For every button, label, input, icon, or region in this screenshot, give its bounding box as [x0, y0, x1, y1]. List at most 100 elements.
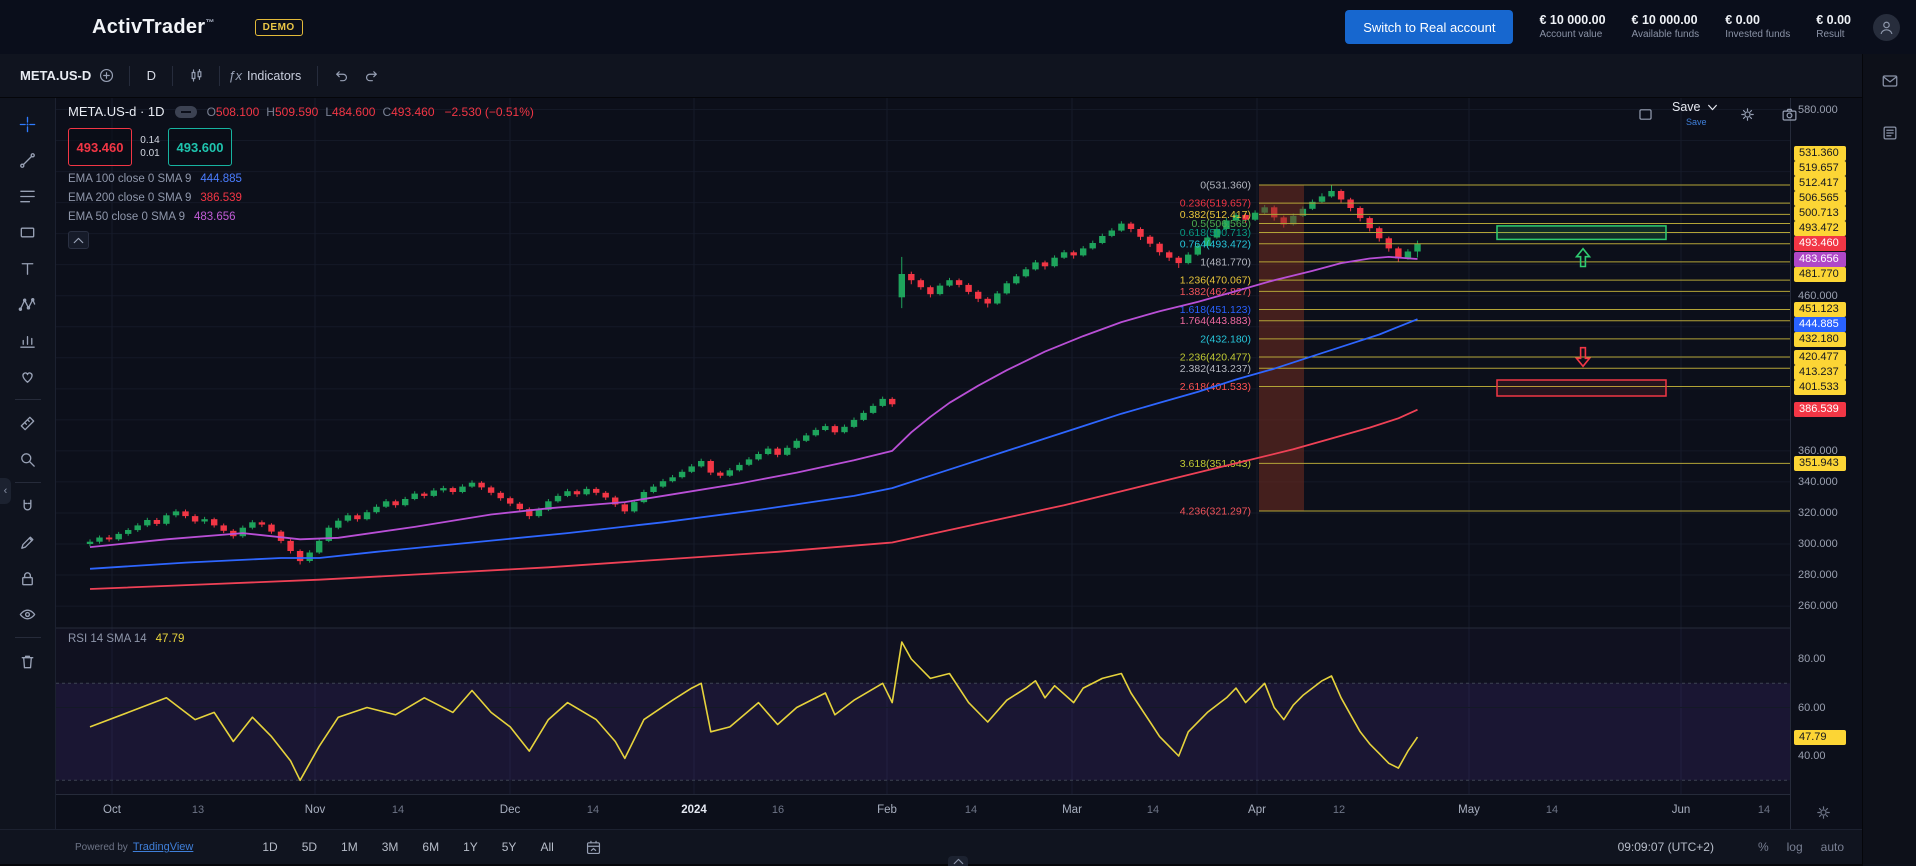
indicator-row-0[interactable]: EMA 100 close 0 SMA 9 444.885: [68, 173, 242, 185]
price-axis-label: 360.000: [1798, 444, 1838, 457]
chart-pane[interactable]: 0(531.360) 0.236(519.657) 0.382(512.417) 0.…: [56, 98, 1790, 794]
buy-button[interactable]: 493.600: [168, 128, 232, 166]
symbol-label[interactable]: META.US-D: [20, 68, 92, 83]
axis-settings-gear-icon[interactable]: [1815, 804, 1832, 821]
trade-widget: 493.460 0.14 0.01 493.600: [68, 128, 534, 166]
range-1D[interactable]: 1D: [262, 840, 278, 854]
rsi-value-badge: 47.79: [1794, 729, 1846, 745]
stat-label: Account value: [1539, 28, 1603, 40]
percent-scale-button[interactable]: %: [1757, 840, 1769, 854]
price-axis-label: 580.000: [1798, 103, 1838, 116]
right-panel-strip: [1862, 54, 1916, 866]
price-axis-label: 340.000: [1798, 475, 1838, 488]
tool-zoom[interactable]: [10, 441, 46, 477]
indicator-row-2[interactable]: EMA 50 close 0 SMA 9 483.656: [68, 211, 236, 223]
candlestick-chart[interactable]: 0(531.360)0.236(519.657)0.382(512.417)0.…: [56, 98, 1790, 794]
time-label-14: 14: [391, 804, 405, 816]
range-1M[interactable]: 1M: [341, 840, 358, 854]
tool-draw[interactable]: [10, 524, 46, 560]
redo-button[interactable]: [356, 61, 386, 91]
tool-fib-retracement[interactable]: [10, 178, 46, 214]
log-scale-button[interactable]: log: [1786, 840, 1803, 854]
tool-trend-line[interactable]: [10, 142, 46, 178]
chart-settings-button[interactable]: [1733, 99, 1763, 129]
rsi-legend: RSI 14 SMA 14 47.79: [68, 633, 185, 645]
auto-scale-button[interactable]: auto: [1820, 840, 1844, 854]
tool-shapes[interactable]: [10, 214, 46, 250]
legend-collapse-button[interactable]: [68, 231, 89, 249]
ohlc-values: O508.100 H509.590 L484.600 C493.460: [207, 105, 435, 119]
range-6M[interactable]: 6M: [422, 840, 440, 854]
app-logo: ActivTrader™: [92, 15, 215, 38]
ema-100-line: [89, 318, 1418, 570]
price-badge-493.472: 493.472: [1794, 221, 1846, 237]
tool-remove-all[interactable]: [10, 643, 46, 679]
indicators-button[interactable]: Indicators: [247, 68, 302, 83]
drawing-arrow-down[interactable]: [1574, 346, 1592, 368]
switch-to-real-account-button[interactable]: Switch to Real account: [1345, 10, 1514, 44]
tool-text[interactable]: [10, 250, 46, 286]
drawing-arrow-up[interactable]: [1574, 247, 1592, 268]
ema-50-line: [89, 255, 1418, 548]
stat-label: Result: [1816, 28, 1845, 40]
chart-controls: Save Save: [1630, 99, 1805, 129]
legend-symbol-title[interactable]: META.US-d · 1D: [68, 104, 165, 119]
sell-button[interactable]: 493.460: [68, 128, 132, 166]
mail-icon[interactable]: [1873, 64, 1907, 98]
tool-crosshair[interactable]: [10, 106, 46, 142]
rsi-value: 47.79: [155, 633, 185, 645]
svg-text:1.236(470.067): 1.236(470.067): [1180, 275, 1251, 287]
spread-display: 0.14 0.01: [140, 135, 160, 159]
time-label-14: 14: [1757, 804, 1771, 816]
tradingview-link[interactable]: TradingView: [132, 841, 194, 853]
time-label-14: 14: [1146, 804, 1160, 816]
time-label-14: 14: [586, 804, 600, 816]
fib-retracement-drawing[interactable]: 0(531.360)0.236(519.657)0.382(512.417)0.…: [1180, 179, 1790, 517]
tool-lock[interactable]: [10, 560, 46, 596]
snapshot-button[interactable]: [1775, 99, 1805, 129]
tool-hide-all[interactable]: [10, 596, 46, 632]
time-label-12: 12: [1332, 804, 1346, 816]
avatar[interactable]: [1873, 13, 1900, 41]
price-badge-493.460: 493.460: [1794, 236, 1846, 252]
time-label-Jun: Jun: [1671, 804, 1691, 816]
svg-text:0.5(506.565): 0.5(506.565): [1191, 218, 1251, 230]
chevron-down-icon: [1704, 99, 1721, 116]
time-label-16: 16: [771, 804, 785, 816]
range-3M[interactable]: 3M: [381, 840, 399, 854]
clock[interactable]: 09:09:07 (UTC+2): [1617, 840, 1714, 854]
stat-label: Invested funds: [1725, 28, 1791, 40]
rsi-axis-label: 40.00: [1798, 750, 1826, 762]
tool-emoji[interactable]: [10, 358, 46, 394]
add-symbol-button[interactable]: [91, 61, 121, 91]
price-badge-386.539: 386.539: [1794, 402, 1846, 418]
chart-type-button[interactable]: [181, 61, 211, 91]
tool-forecast[interactable]: [10, 322, 46, 358]
range-5D[interactable]: 5D: [301, 840, 318, 854]
price-axis[interactable]: 580.000 460.000 360.000 340.000 320.000 300.0…: [1790, 98, 1862, 829]
drawing-box-0[interactable]: [1496, 225, 1667, 241]
range-5Y[interactable]: 5Y: [501, 840, 517, 854]
bottombar: Powered by TradingView 1D 5D 1M 3M 6M 1Y 5Y All…: [0, 829, 1862, 864]
drawing-box-1[interactable]: [1496, 379, 1667, 397]
save-layout-button[interactable]: Save Save: [1672, 99, 1721, 127]
tool-magnet[interactable]: [10, 488, 46, 524]
range-1Y[interactable]: 1Y: [463, 840, 478, 854]
undo-button[interactable]: [326, 61, 356, 91]
tool-measure[interactable]: [10, 405, 46, 441]
layout-select-button[interactable]: [1630, 99, 1660, 129]
timeframe-button[interactable]: D: [146, 68, 156, 83]
price-badge-401.533: 401.533: [1794, 379, 1846, 395]
legend-collapse-pill[interactable]: [174, 105, 197, 118]
indicator-row-1[interactable]: EMA 200 close 0 SMA 9 386.539: [68, 192, 242, 204]
tool-xabcd-pattern[interactable]: [10, 286, 46, 322]
price-axis-label: 280.000: [1798, 569, 1838, 581]
account-stats: € 10 000.00 Account value € 10 000.00 Avail…: [1513, 13, 1851, 41]
news-icon[interactable]: [1873, 116, 1907, 150]
bottom-panel-expand-handle[interactable]: [948, 856, 968, 866]
range-All[interactable]: All: [540, 840, 554, 854]
svg-text:0(531.360): 0(531.360): [1200, 179, 1251, 191]
time-axis[interactable]: Oct 13 Nov 14 Dec 14 2024 16 Feb 14 Mar 14 Apr 12 May 1…: [56, 794, 1790, 829]
left-panel-collapse-handle[interactable]: ‹: [0, 478, 11, 504]
go-to-date-button[interactable]: [579, 832, 609, 862]
